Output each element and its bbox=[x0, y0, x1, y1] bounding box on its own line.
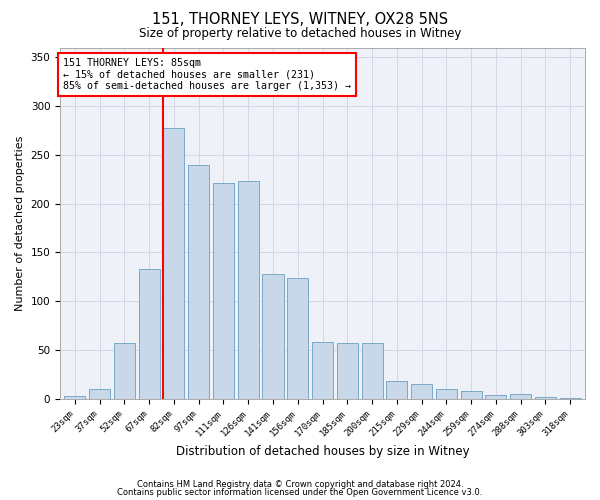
Text: Contains HM Land Registry data © Crown copyright and database right 2024.: Contains HM Land Registry data © Crown c… bbox=[137, 480, 463, 489]
Bar bbox=[139, 269, 160, 398]
Bar bbox=[510, 394, 531, 398]
Bar bbox=[362, 343, 383, 398]
Text: Size of property relative to detached houses in Witney: Size of property relative to detached ho… bbox=[139, 28, 461, 40]
Bar bbox=[485, 395, 506, 398]
Bar bbox=[238, 181, 259, 398]
Bar bbox=[461, 391, 482, 398]
X-axis label: Distribution of detached houses by size in Witney: Distribution of detached houses by size … bbox=[176, 444, 469, 458]
Bar bbox=[262, 274, 284, 398]
Y-axis label: Number of detached properties: Number of detached properties bbox=[15, 136, 25, 311]
Text: 151, THORNEY LEYS, WITNEY, OX28 5NS: 151, THORNEY LEYS, WITNEY, OX28 5NS bbox=[152, 12, 448, 28]
Bar bbox=[188, 164, 209, 398]
Bar bbox=[386, 381, 407, 398]
Bar bbox=[114, 343, 135, 398]
Bar bbox=[337, 343, 358, 398]
Text: Contains public sector information licensed under the Open Government Licence v3: Contains public sector information licen… bbox=[118, 488, 482, 497]
Bar bbox=[287, 278, 308, 398]
Bar bbox=[163, 128, 184, 398]
Bar bbox=[411, 384, 432, 398]
Bar bbox=[436, 389, 457, 398]
Bar bbox=[89, 389, 110, 398]
Bar bbox=[213, 183, 234, 398]
Bar bbox=[64, 396, 85, 398]
Bar bbox=[535, 396, 556, 398]
Text: 151 THORNEY LEYS: 85sqm
← 15% of detached houses are smaller (231)
85% of semi-d: 151 THORNEY LEYS: 85sqm ← 15% of detache… bbox=[62, 58, 350, 91]
Bar bbox=[312, 342, 333, 398]
